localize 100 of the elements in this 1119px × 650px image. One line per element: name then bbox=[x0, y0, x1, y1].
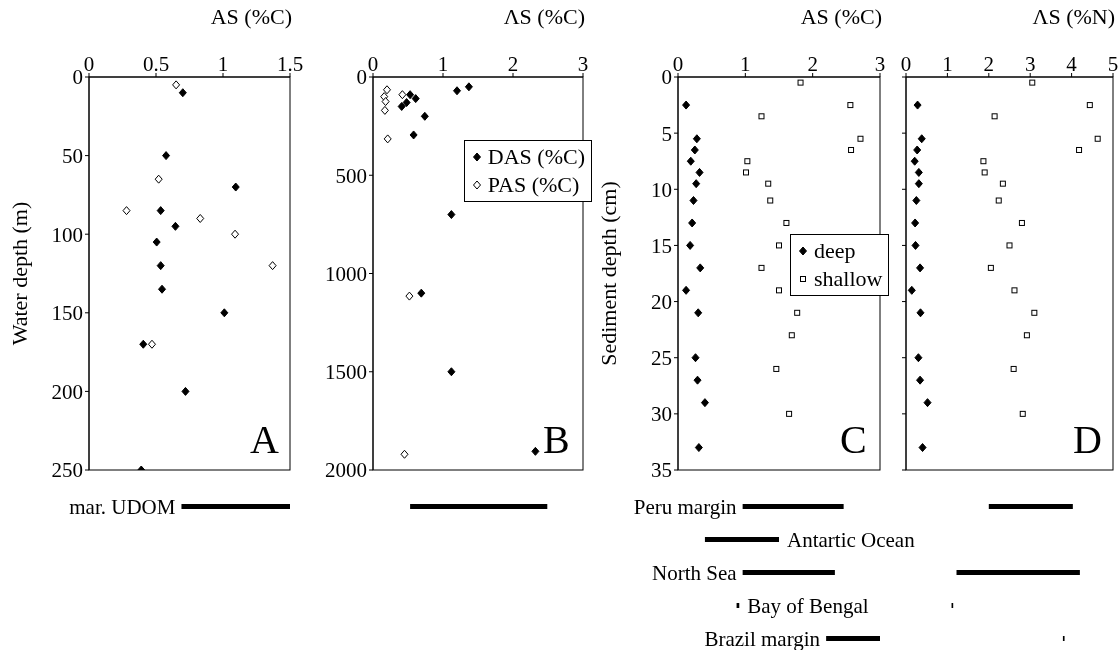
point bbox=[380, 105, 389, 115]
y-tick-label: 20 bbox=[651, 290, 672, 315]
point bbox=[171, 221, 180, 231]
legend-label: shallow bbox=[814, 264, 883, 293]
y-tick-label: Antartic Ocean bbox=[787, 527, 916, 551]
point bbox=[381, 97, 390, 107]
point bbox=[689, 196, 698, 206]
point bbox=[1086, 102, 1093, 109]
point bbox=[995, 197, 1002, 204]
x-tick-label: 2 bbox=[983, 52, 995, 76]
point bbox=[916, 375, 925, 385]
point bbox=[695, 167, 704, 177]
point bbox=[987, 264, 994, 271]
point bbox=[911, 240, 920, 250]
y-tick-label: 200 bbox=[51, 379, 83, 404]
point bbox=[690, 145, 699, 155]
point bbox=[693, 375, 702, 385]
point bbox=[916, 263, 925, 273]
x-tick-label: 3 bbox=[874, 52, 886, 76]
point bbox=[152, 237, 161, 247]
bar bbox=[988, 503, 1073, 509]
y-tick-label: mar. UDOM bbox=[69, 494, 176, 518]
point bbox=[405, 291, 414, 301]
y-tick-label: Peru margin bbox=[633, 494, 738, 518]
point bbox=[383, 85, 391, 95]
y-tick-label: 100 bbox=[51, 222, 83, 247]
point bbox=[911, 218, 920, 228]
point bbox=[420, 111, 429, 121]
point bbox=[1029, 79, 1036, 86]
x-tick-label: 1 bbox=[942, 52, 953, 76]
y-tick-label: North Sea bbox=[652, 560, 738, 584]
y-tick-label: 500 bbox=[335, 163, 367, 188]
x-tick-label: 3 bbox=[1024, 52, 1036, 76]
point bbox=[758, 113, 765, 120]
legend-label: PAS (%C) bbox=[487, 171, 580, 199]
legend-label: deep bbox=[814, 236, 856, 265]
point bbox=[980, 158, 987, 165]
point bbox=[1031, 309, 1038, 316]
x-axis-title: ΛS (%N) bbox=[1032, 4, 1115, 30]
point bbox=[857, 135, 864, 142]
point bbox=[1019, 410, 1026, 417]
point bbox=[914, 167, 923, 177]
y-tick-label: 15 bbox=[651, 233, 672, 258]
x-tick-label: 1 bbox=[740, 52, 751, 76]
x-tick-label: 2 bbox=[507, 52, 519, 76]
point bbox=[912, 196, 921, 206]
point bbox=[758, 264, 765, 271]
point bbox=[694, 443, 703, 453]
point bbox=[691, 353, 700, 363]
point bbox=[847, 102, 854, 109]
annotation: B bbox=[543, 417, 570, 462]
point bbox=[788, 332, 795, 339]
x-tick-label: 1 bbox=[437, 52, 449, 76]
point bbox=[686, 240, 695, 250]
x-axis-title: AS (%C) bbox=[800, 4, 882, 30]
point bbox=[692, 134, 701, 144]
point bbox=[743, 169, 750, 176]
legend-label: DAS (%C) bbox=[487, 143, 585, 171]
point bbox=[172, 80, 181, 90]
point bbox=[464, 82, 473, 92]
x-tick-label: 5 bbox=[1107, 52, 1119, 76]
point bbox=[786, 410, 793, 417]
point bbox=[531, 446, 540, 456]
point bbox=[447, 367, 456, 377]
bar bbox=[742, 503, 844, 509]
point bbox=[409, 130, 418, 140]
point bbox=[688, 218, 697, 228]
point bbox=[999, 180, 1006, 187]
point bbox=[1076, 146, 1083, 153]
point bbox=[910, 156, 919, 166]
point bbox=[700, 398, 709, 408]
x-tick-label: 1 bbox=[217, 52, 229, 76]
y-tick-label: 10 bbox=[651, 177, 672, 202]
point bbox=[1023, 332, 1030, 339]
point bbox=[397, 101, 406, 111]
point bbox=[917, 134, 926, 144]
y-tick-label: 50 bbox=[62, 144, 83, 169]
y-tick-label: Bay of Bengal bbox=[747, 593, 869, 617]
point bbox=[914, 179, 923, 189]
point bbox=[139, 339, 148, 349]
point bbox=[765, 180, 772, 187]
point bbox=[1094, 135, 1101, 142]
point bbox=[122, 206, 131, 216]
y-tick-label: 5 bbox=[661, 121, 672, 146]
point bbox=[383, 134, 392, 144]
point bbox=[1011, 287, 1018, 294]
bar bbox=[742, 569, 835, 575]
y-tick-label: 2000 bbox=[325, 458, 367, 483]
point bbox=[231, 182, 240, 192]
point bbox=[1018, 219, 1025, 226]
y-tick-label: 1500 bbox=[325, 360, 367, 385]
point bbox=[453, 86, 461, 96]
point bbox=[268, 261, 277, 271]
point bbox=[692, 179, 701, 189]
point bbox=[400, 449, 409, 459]
y-tick-label: 150 bbox=[51, 301, 83, 326]
y-tick-label: 25 bbox=[651, 346, 672, 371]
point bbox=[848, 146, 855, 153]
point bbox=[398, 90, 407, 100]
point bbox=[1010, 365, 1017, 372]
